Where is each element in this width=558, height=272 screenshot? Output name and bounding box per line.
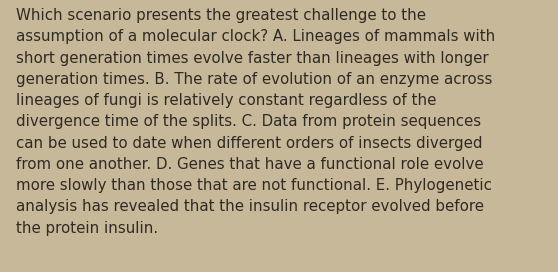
Text: Which scenario presents the greatest challenge to the
assumption of a molecular : Which scenario presents the greatest cha…: [16, 8, 495, 236]
